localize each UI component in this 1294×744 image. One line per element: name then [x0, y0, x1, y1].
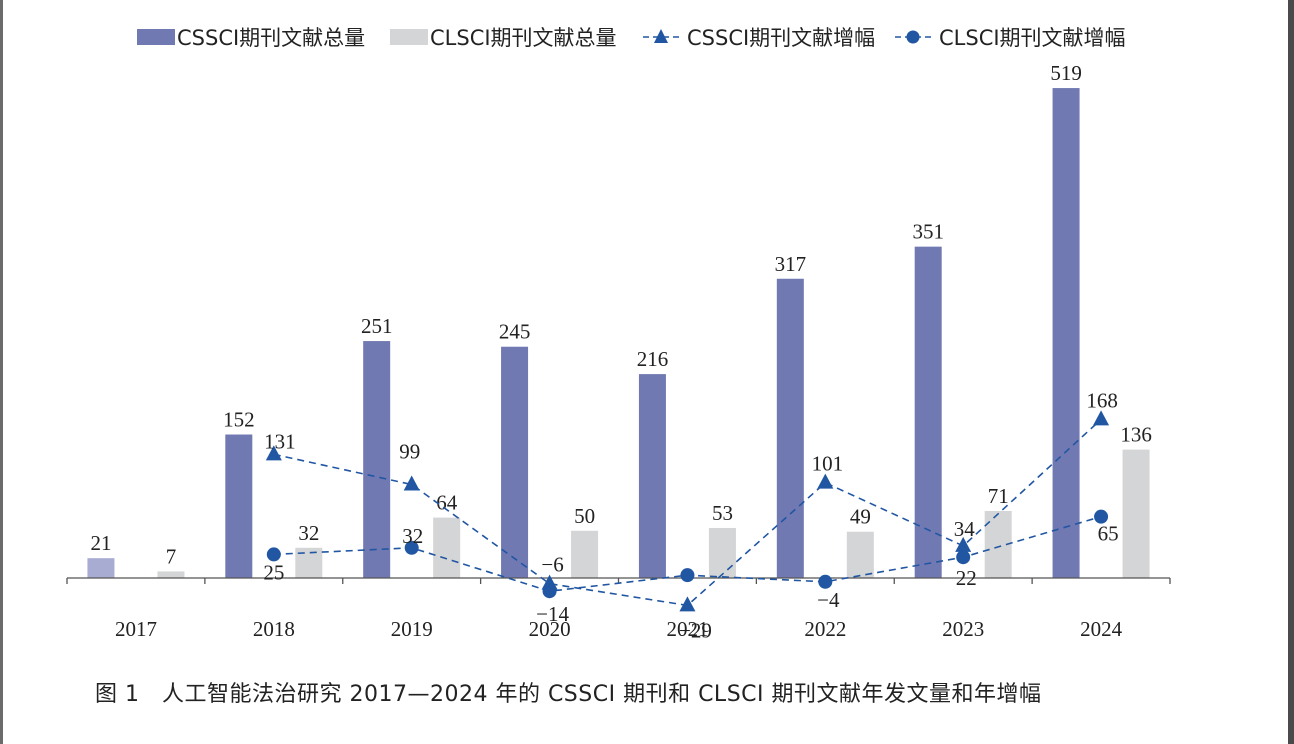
marker-clsci-growth-2024: [1094, 509, 1109, 524]
x-tick-label-2018: 2018: [253, 617, 295, 641]
marker-clsci-growth-2018: [266, 547, 281, 562]
legend-swatch-0: [137, 29, 175, 45]
bar-label-cssci-2022: 317: [775, 252, 807, 276]
bar-label-cssci-2019: 251: [361, 314, 393, 338]
bar-clsci-2019: [433, 517, 461, 578]
figure-caption: 图 1 人工智能法治研究 2017—2024 年的 CSSCI 期刊和 CLSC…: [95, 682, 1042, 707]
bar-label-clsci-2019: 64: [436, 491, 458, 515]
x-tick-label-2017: 2017: [115, 617, 157, 641]
label-clsci-growth-2020: −14: [536, 602, 569, 626]
bar-cssci-2019: [363, 341, 391, 578]
bar-label-cssci-2017: 21: [90, 531, 111, 555]
x-tick-label-2020: 2020: [529, 617, 571, 641]
marker-clsci-growth-2019: [404, 540, 419, 555]
bar-label-cssci-2018: 152: [223, 408, 255, 432]
bar-cssci-2022: [776, 278, 804, 578]
bar-label-clsci-2023: 71: [988, 484, 1009, 508]
marker-clsci-growth-2020: [542, 584, 557, 599]
x-tick-label-2024: 2024: [1080, 617, 1123, 641]
bar-cssci-2024: [1052, 88, 1080, 579]
legend-label-3: CLSCI期刊文献增幅: [939, 26, 1126, 50]
label-cssci-growth-2018: 131: [264, 429, 296, 453]
bar-cssci-2021: [638, 374, 666, 578]
bar-clsci-2018: [295, 547, 323, 578]
label-cssci-growth-2023: 34: [954, 517, 976, 541]
bar-label-clsci-2020: 50: [574, 504, 595, 528]
bar-cssci-2020: [501, 346, 529, 578]
label-cssci-growth-2022: 101: [812, 452, 844, 476]
bar-cssci-2023: [914, 246, 942, 578]
label-cssci-growth-2020: −6: [541, 553, 563, 577]
label-clsci-growth-2023: 22: [956, 566, 977, 590]
chart: 21 7 152 32 251 64 245 50 216 53 317 49 351 71 519 136 2…: [66, 26, 1171, 642]
label-clsci-growth-2022: −4: [817, 588, 840, 612]
label-cssci-growth-2019: 99: [399, 440, 420, 464]
bar-clsci-2017: [157, 571, 185, 578]
marker-cssci-growth-2019: [403, 475, 420, 491]
marker-cssci-growth-2018: [265, 445, 282, 461]
label-clsci-growth-2018: 25: [263, 560, 284, 584]
x-tick-label-2023: 2023: [942, 617, 984, 641]
bar-label-clsci-2021: 53: [712, 501, 733, 525]
legend-label-0: CSSCI期刊文献总量: [177, 26, 365, 50]
bar-label-clsci-2017: 7: [166, 544, 177, 568]
label-clsci-growth-2019: 32: [402, 524, 423, 548]
marker-cssci-growth-2021: [679, 596, 696, 612]
x-tick-label-2021: 2021: [666, 617, 708, 641]
bar-cssci-2017: [87, 558, 115, 578]
x-tick-label-2019: 2019: [391, 617, 433, 641]
legend-swatch-1: [390, 29, 428, 45]
label-clsci-growth-2024: 65: [1098, 522, 1119, 546]
right-border: [1288, 0, 1294, 744]
legend-marker-3: [906, 30, 920, 44]
marker-clsci-growth-2022: [818, 574, 833, 589]
left-border: [0, 0, 3, 744]
x-tick-label-2022: 2022: [804, 617, 846, 641]
bar-clsci-2021: [708, 527, 736, 578]
bar-label-clsci-2024: 136: [1120, 423, 1152, 447]
bar-cssci-2018: [225, 434, 253, 578]
label-cssci-growth-2021: −29: [679, 618, 712, 642]
bar-label-cssci-2024: 519: [1050, 61, 1082, 85]
marker-clsci-growth-2021: [680, 568, 695, 583]
marker-clsci-growth-2023: [956, 550, 971, 565]
legend-marker-2: [654, 29, 668, 43]
bar-label-cssci-2020: 245: [499, 320, 531, 344]
marker-cssci-growth-2024: [1093, 410, 1110, 426]
marker-cssci-growth-2022: [817, 473, 834, 489]
bar-clsci-2020: [571, 530, 599, 578]
label-cssci-growth-2024: 168: [1086, 388, 1118, 412]
bar-label-clsci-2018: 32: [298, 521, 319, 545]
bar-label-cssci-2021: 216: [637, 347, 669, 371]
marker-cssci-growth-2023: [955, 536, 972, 552]
legend-label-2: CSSCI期刊文献增幅: [687, 26, 875, 50]
bar-label-clsci-2022: 49: [850, 505, 871, 529]
legend-label-1: CLSCI期刊文献总量: [430, 26, 617, 50]
bar-clsci-2024: [1122, 449, 1150, 578]
bar-label-cssci-2023: 351: [912, 220, 944, 244]
bar-clsci-2022: [846, 531, 874, 578]
